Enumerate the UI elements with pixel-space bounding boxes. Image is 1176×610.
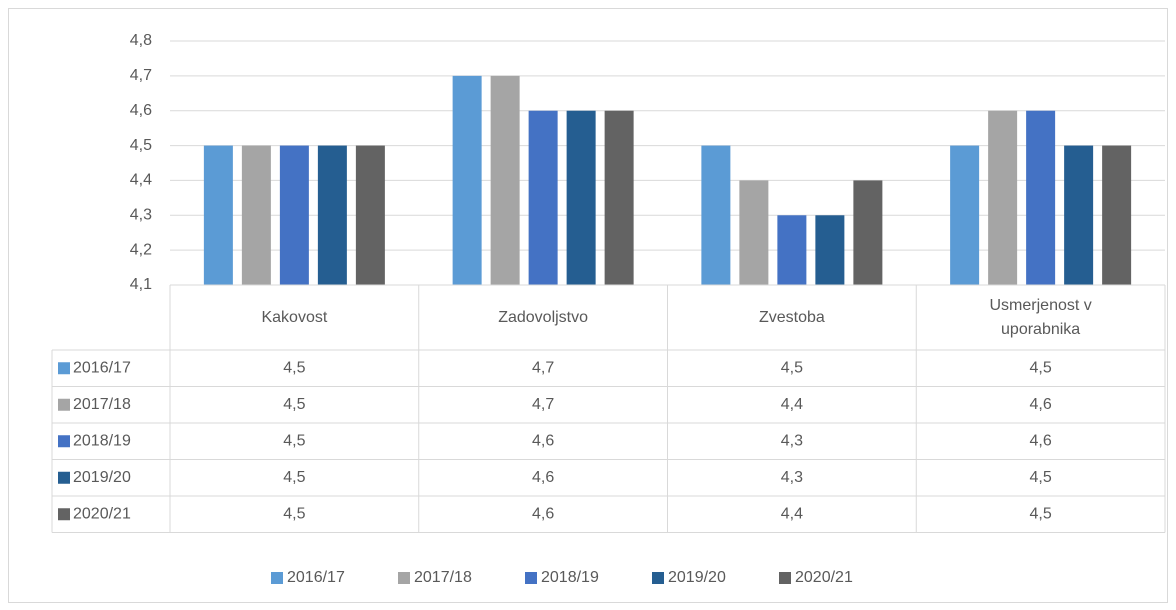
category-wrap: Zadovoljstvo <box>419 285 668 350</box>
legend-label: 2016/17 <box>287 569 345 586</box>
legend-key <box>58 435 70 448</box>
table-value: 4,6 <box>532 432 554 449</box>
bar <box>853 180 883 285</box>
table-value: 4,3 <box>781 469 803 486</box>
table-value: 4,7 <box>532 396 554 413</box>
x-tick-label: Usmerjenost v uporabnika <box>989 296 1092 338</box>
table-value: 4,3 <box>781 432 803 449</box>
category-cell: Kakovost <box>170 285 419 350</box>
bar <box>355 145 385 285</box>
bar <box>701 145 731 285</box>
x-tick-label: Kakovost <box>261 308 328 326</box>
category-wrap: Kakovost <box>170 285 419 350</box>
bar <box>1102 145 1132 285</box>
legend-key <box>779 572 791 584</box>
table-value: 4,5 <box>283 396 305 413</box>
bar <box>452 75 482 285</box>
table-value: 4,5 <box>283 505 305 522</box>
bar <box>815 215 845 285</box>
table-value: 4,6 <box>532 505 554 522</box>
legend-key <box>398 572 410 584</box>
row-label: 2017/18 <box>73 396 131 413</box>
legend-key <box>58 398 70 411</box>
bar <box>950 145 980 285</box>
y-tick-label: 4,1 <box>130 276 152 293</box>
category-cell: Zadovoljstvo <box>419 285 668 350</box>
row-label: 2018/19 <box>73 432 131 449</box>
bar <box>1026 110 1056 285</box>
category-wrap: Zvestoba <box>668 285 917 350</box>
table-value: 4,7 <box>532 359 554 376</box>
bar <box>490 75 520 285</box>
bar <box>604 110 634 285</box>
bar <box>988 110 1018 285</box>
table-value: 4,5 <box>283 469 305 486</box>
table-value: 4,5 <box>1030 505 1052 522</box>
table-value: 4,6 <box>1030 432 1052 449</box>
row-label: 2019/20 <box>73 469 131 486</box>
legend-key <box>652 572 664 584</box>
y-tick-label: 4,3 <box>130 207 152 224</box>
y-tick-label: 4,8 <box>130 32 152 49</box>
y-tick-label: 4,4 <box>130 172 152 189</box>
table-value: 4,5 <box>781 359 803 376</box>
legend-key <box>58 362 70 375</box>
category-cell: Usmerjenost v uporabnika <box>916 285 1165 350</box>
bar <box>1064 145 1094 285</box>
y-tick-label: 4,7 <box>130 67 152 84</box>
legend-label: 2020/21 <box>795 569 853 586</box>
legend-key <box>58 471 70 484</box>
legend-label: 2017/18 <box>414 569 472 586</box>
legend-label: 2018/19 <box>541 569 599 586</box>
table-value: 4,5 <box>1030 359 1052 376</box>
table-value: 4,5 <box>283 359 305 376</box>
legend-key <box>58 508 70 521</box>
table-value: 4,6 <box>1030 396 1052 413</box>
category-cell: Zvestoba <box>668 285 917 350</box>
y-tick-label: 4,6 <box>130 102 152 119</box>
bar <box>566 110 596 285</box>
row-label: 2016/17 <box>73 359 131 376</box>
bar <box>528 110 558 285</box>
table-value: 4,4 <box>781 505 803 522</box>
bar <box>739 180 769 285</box>
y-tick-label: 4,2 <box>130 241 152 258</box>
y-tick-label: 4,5 <box>130 137 152 154</box>
legend-key <box>271 572 283 584</box>
table-value: 4,5 <box>283 432 305 449</box>
x-tick-label: Zvestoba <box>758 308 825 326</box>
bar <box>317 145 347 285</box>
bar <box>279 145 309 285</box>
table-value: 4,4 <box>781 396 803 413</box>
category-wrap: Usmerjenost v uporabnika <box>916 285 1165 350</box>
x-tick-label: Zadovoljstvo <box>498 308 589 326</box>
table-value: 4,6 <box>532 469 554 486</box>
legend-label: 2019/20 <box>668 569 726 586</box>
bar <box>241 145 271 285</box>
row-label: 2020/21 <box>73 505 131 522</box>
bar <box>203 145 233 285</box>
legend-key <box>525 572 537 584</box>
table-value: 4,5 <box>1030 469 1052 486</box>
bar <box>777 215 807 285</box>
chart-frame <box>8 8 1168 603</box>
